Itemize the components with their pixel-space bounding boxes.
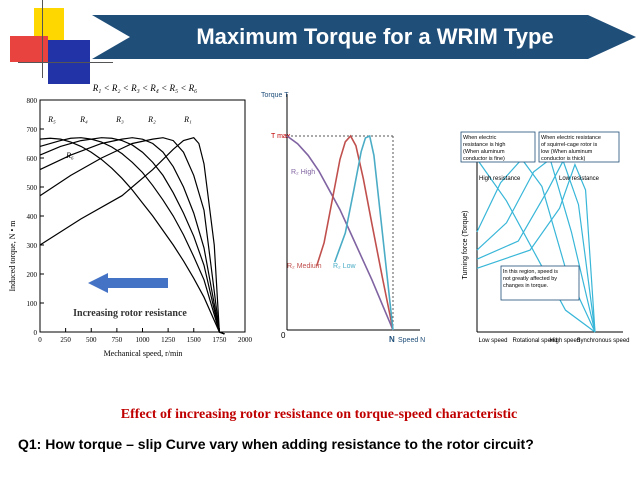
x-tick-label: 0 bbox=[38, 336, 42, 344]
y-tick-label: 500 bbox=[27, 184, 38, 192]
series-label-2: R₂ Low bbox=[333, 263, 357, 270]
x-tick-label-1: Rotational speed bbox=[512, 338, 557, 344]
x-tick-label: 500 bbox=[86, 336, 97, 344]
annotation-high-text: When electric bbox=[463, 135, 497, 141]
increasing-resistance-annotation: Increasing rotor resistance bbox=[73, 273, 187, 319]
x-tick-label: 1750 bbox=[212, 336, 227, 344]
series-line-2 bbox=[476, 158, 596, 333]
y-tick-label: 300 bbox=[27, 242, 38, 250]
tmax-label: T max bbox=[271, 133, 291, 140]
annotation-high-text: (When aluminum bbox=[463, 149, 505, 155]
chart1-frame bbox=[39, 99, 246, 333]
low-resistance-label: Low resistance bbox=[559, 176, 600, 182]
y-tick-label: 700 bbox=[27, 126, 38, 134]
y-tick-label: 600 bbox=[27, 155, 38, 163]
chart1-ylabel: Induced torque, N • m bbox=[8, 220, 17, 292]
annotation-low-text: low (When aluminum bbox=[541, 149, 593, 155]
y-tick-label: 0 bbox=[34, 329, 38, 337]
x-tick-label: 750 bbox=[112, 336, 123, 344]
annotation-low-text: of squirrel-cage rotor is bbox=[541, 142, 597, 148]
annotation-high-text: resistance is high bbox=[463, 142, 506, 148]
annotation-low-box bbox=[538, 131, 620, 163]
annotation-region-text: In this region, speed is bbox=[503, 269, 558, 275]
series-line-R5 bbox=[39, 137, 225, 335]
y-tick-label: 400 bbox=[27, 213, 38, 221]
series-label-R3: R₃ bbox=[115, 115, 124, 124]
series-line-2 bbox=[333, 134, 394, 331]
series-line-3 bbox=[476, 159, 596, 333]
left-arrow-icon bbox=[88, 273, 168, 293]
series-label-1: R₂ Medium bbox=[287, 263, 322, 270]
title-banner bbox=[92, 15, 636, 59]
speed-axis-label: Speed N bbox=[398, 337, 425, 344]
n-label: N bbox=[389, 335, 395, 344]
series-label-R5: R₅ bbox=[47, 115, 56, 124]
decor-red-square bbox=[10, 36, 48, 62]
series-label-R4: R₄ bbox=[79, 115, 88, 124]
series-line-R2 bbox=[39, 137, 225, 335]
y-tick-label: 800 bbox=[27, 97, 38, 105]
annotation-high-text: conductor is fine) bbox=[463, 156, 505, 162]
turning-force-chart: Turning force (Torque) High resistance Low… bbox=[460, 131, 630, 344]
chart1-xlabel: Mechanical speed, r/min bbox=[104, 349, 183, 358]
decor-vertical-line bbox=[42, 0, 43, 78]
annotation-low-text: conductor is thick) bbox=[541, 156, 585, 162]
chart1-title: R₁ < R₂ < R₃ < R₄ < R₅ < R₆ bbox=[92, 83, 198, 93]
series-line-R1 bbox=[39, 137, 225, 335]
series-label-0: R₂ High bbox=[291, 169, 315, 176]
x-tick-label: 1250 bbox=[161, 336, 176, 344]
series-line-R4 bbox=[39, 137, 225, 335]
slide-title: Maximum Torque for a WRIM Type bbox=[196, 24, 554, 49]
x-tick-label: 2000 bbox=[238, 336, 253, 344]
torque-speed-chart-resistances: R₁ < R₂ < R₃ < R₄ < R₅ < R₆ Induced torq… bbox=[8, 83, 253, 358]
series-line-1 bbox=[315, 134, 394, 331]
x-tick-label: 250 bbox=[60, 336, 71, 344]
series-label-R2: R₂ bbox=[147, 115, 156, 124]
series-line-0 bbox=[286, 135, 394, 331]
question-text: Q1: How torque – slip Curve vary when ad… bbox=[18, 436, 534, 452]
x-tick-label: 1500 bbox=[187, 336, 202, 344]
series-line-0 bbox=[476, 158, 596, 333]
torque-speed-chart-r2: Torque T T max N Speed N 0 R₂ High R₂ Medium R₂… bbox=[261, 92, 425, 344]
annotation-region-box bbox=[500, 265, 580, 301]
annotation-region-text: changes in torque. bbox=[503, 283, 549, 289]
high-resistance-label: High resistance bbox=[479, 176, 521, 182]
x-tick-label-0: Low speed bbox=[478, 338, 507, 344]
annotation-high-box bbox=[460, 131, 536, 163]
x-tick-label: 1000 bbox=[136, 336, 151, 344]
y-tick-label: 100 bbox=[27, 300, 38, 308]
decor-horizontal-line bbox=[18, 62, 113, 63]
y-tick-label: 200 bbox=[27, 271, 38, 279]
chart3-ylabel: Turning force (Torque) bbox=[462, 211, 469, 280]
series-label-R1: R₁ bbox=[183, 115, 192, 124]
figure-caption: Effect of increasing rotor resistance on… bbox=[120, 407, 518, 422]
series-line-R6 bbox=[39, 137, 225, 335]
x-tick-label-3: Synchronous speed bbox=[576, 338, 629, 344]
x-tick-label-2: High speed bbox=[550, 338, 580, 344]
annotation-low-text: When electric resistance bbox=[541, 135, 601, 141]
origin-label: 0 bbox=[281, 331, 286, 340]
series-label-R6: R₆ bbox=[65, 151, 74, 160]
torque-axis-label: Torque T bbox=[261, 92, 289, 99]
annotation-region-text: not greatly affected by bbox=[503, 276, 557, 282]
series-line-R3 bbox=[39, 137, 225, 335]
chart1-annotation: Increasing rotor resistance bbox=[73, 308, 187, 319]
series-line-4 bbox=[476, 162, 596, 333]
